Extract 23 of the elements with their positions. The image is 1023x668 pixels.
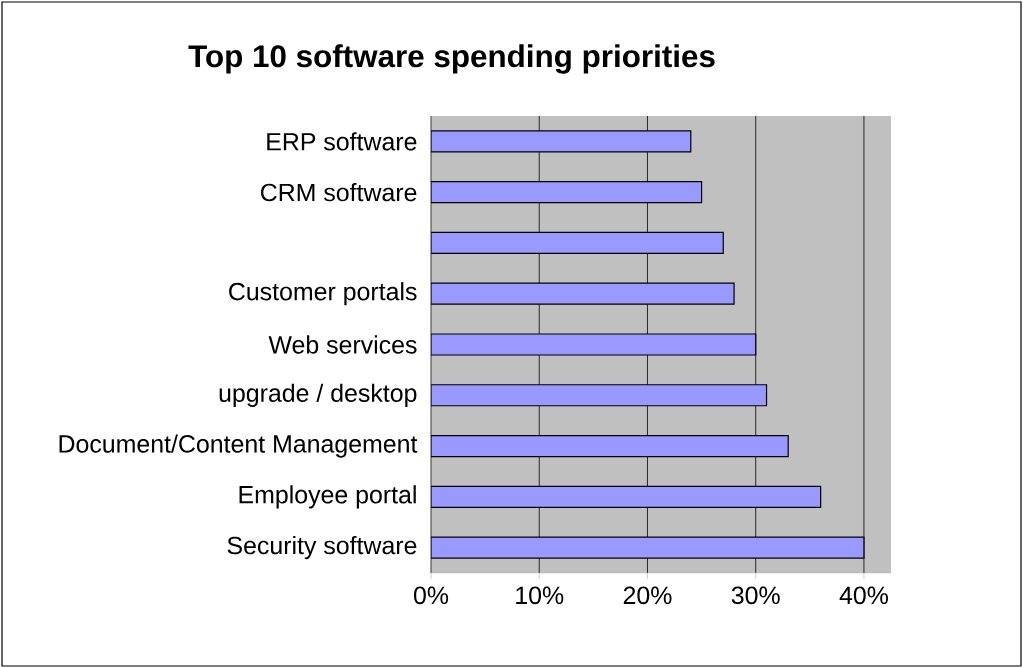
bar xyxy=(431,130,692,153)
x-tick-label: 30% xyxy=(731,586,780,605)
bar xyxy=(431,384,768,407)
bar xyxy=(431,181,703,204)
x-tick-label: 40% xyxy=(839,586,888,605)
bar xyxy=(431,434,789,458)
bar xyxy=(431,282,735,305)
y-tick-label: Customer portals xyxy=(229,282,417,306)
bar xyxy=(431,485,822,508)
y-tick-label: CRM software xyxy=(260,183,417,202)
bar xyxy=(431,333,757,356)
y-tick-label: upgrade / desktop xyxy=(219,383,417,407)
x-tick-label: 0% xyxy=(413,586,449,605)
chart-title: Top 10 software spending priorities xyxy=(188,44,715,74)
y-tick-label: Web services xyxy=(268,335,417,354)
bar xyxy=(431,536,865,559)
y-tick-label: Employee portal xyxy=(239,485,416,509)
y-tick-label: ERP software xyxy=(267,132,417,151)
x-tick-label: 10% xyxy=(516,586,564,605)
x-tick-label: 20% xyxy=(623,586,672,605)
y-tick-label: Document/Content Management xyxy=(59,434,418,458)
bar xyxy=(431,231,724,255)
y-tick-label: Security software xyxy=(227,535,417,560)
